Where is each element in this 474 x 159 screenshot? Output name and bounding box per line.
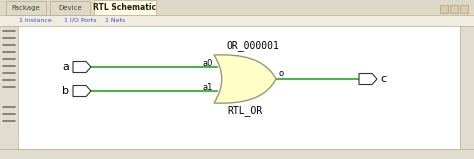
Text: Package: Package: [12, 5, 40, 11]
Bar: [450, 5, 458, 13]
Text: RTL_OR: RTL_OR: [228, 106, 263, 116]
Bar: [0, 149, 474, 159]
Text: c: c: [380, 74, 386, 84]
Bar: [460, 5, 468, 13]
Text: 1 I/O Ports: 1 I/O Ports: [64, 18, 96, 23]
Bar: [18, 26, 460, 149]
Text: a1: a1: [202, 83, 213, 91]
Text: 1 Nets: 1 Nets: [105, 18, 125, 23]
Bar: [94, 0, 156, 15]
Text: OR_000001: OR_000001: [227, 41, 280, 52]
Text: b: b: [63, 86, 70, 96]
Polygon shape: [359, 73, 377, 84]
Text: Device: Device: [58, 5, 82, 11]
Bar: [0, 0, 474, 15]
Bar: [460, 26, 474, 149]
Text: a0: a0: [202, 59, 213, 68]
Bar: [0, 15, 474, 26]
Text: a: a: [63, 62, 69, 72]
PathPatch shape: [214, 55, 276, 103]
Text: RTL Schematic: RTL Schematic: [93, 3, 156, 13]
Text: 1 Instance: 1 Instance: [18, 18, 51, 23]
Bar: [0, 26, 18, 149]
Bar: [50, 1, 90, 15]
Polygon shape: [73, 86, 91, 97]
Polygon shape: [73, 62, 91, 73]
Bar: [6, 1, 46, 15]
Text: o: o: [279, 69, 284, 79]
Bar: [440, 5, 448, 13]
